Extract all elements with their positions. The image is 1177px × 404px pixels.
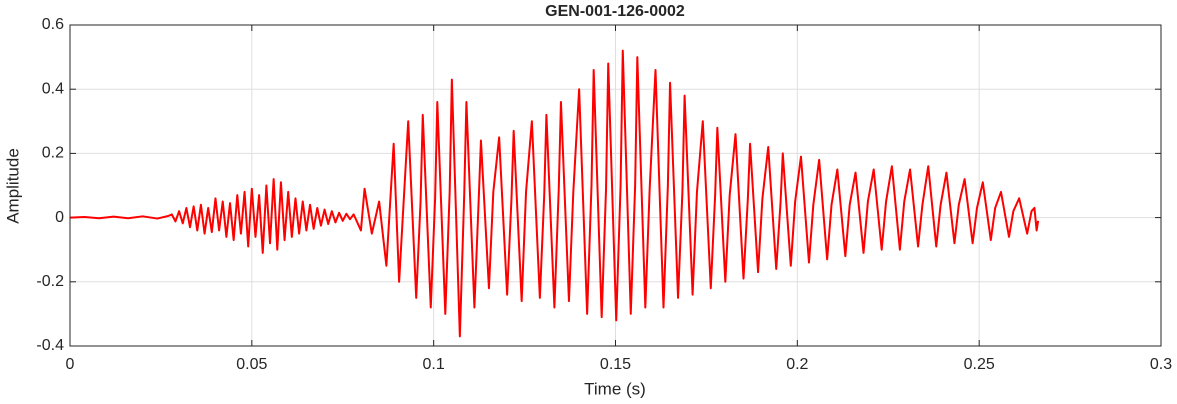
- y-tick-label: 0.4: [42, 80, 64, 97]
- y-tick-label: 0.2: [42, 145, 64, 162]
- plot-frame: [69, 24, 1162, 347]
- y-tick-label: -0.4: [36, 337, 64, 354]
- x-axis-label: Time (s): [584, 379, 646, 398]
- signal-line: [69, 49, 1040, 338]
- x-tick-label: 0.3: [1150, 356, 1172, 373]
- x-tick-label: 0.25: [964, 356, 995, 373]
- x-tick-label: 0.2: [786, 356, 808, 373]
- x-tick-label: 0.15: [600, 356, 631, 373]
- x-tick-label: 0: [66, 356, 75, 373]
- x-tick-label: 0.1: [423, 356, 445, 373]
- y-axis-label: Amplitude: [3, 148, 22, 224]
- y-tick-label: 0: [55, 209, 64, 226]
- chart-title: GEN-001-126-0002: [545, 3, 685, 20]
- y-tick-label: -0.2: [36, 273, 64, 290]
- y-tick-label: 0.6: [42, 16, 64, 33]
- x-tick-label: 0.05: [236, 356, 267, 373]
